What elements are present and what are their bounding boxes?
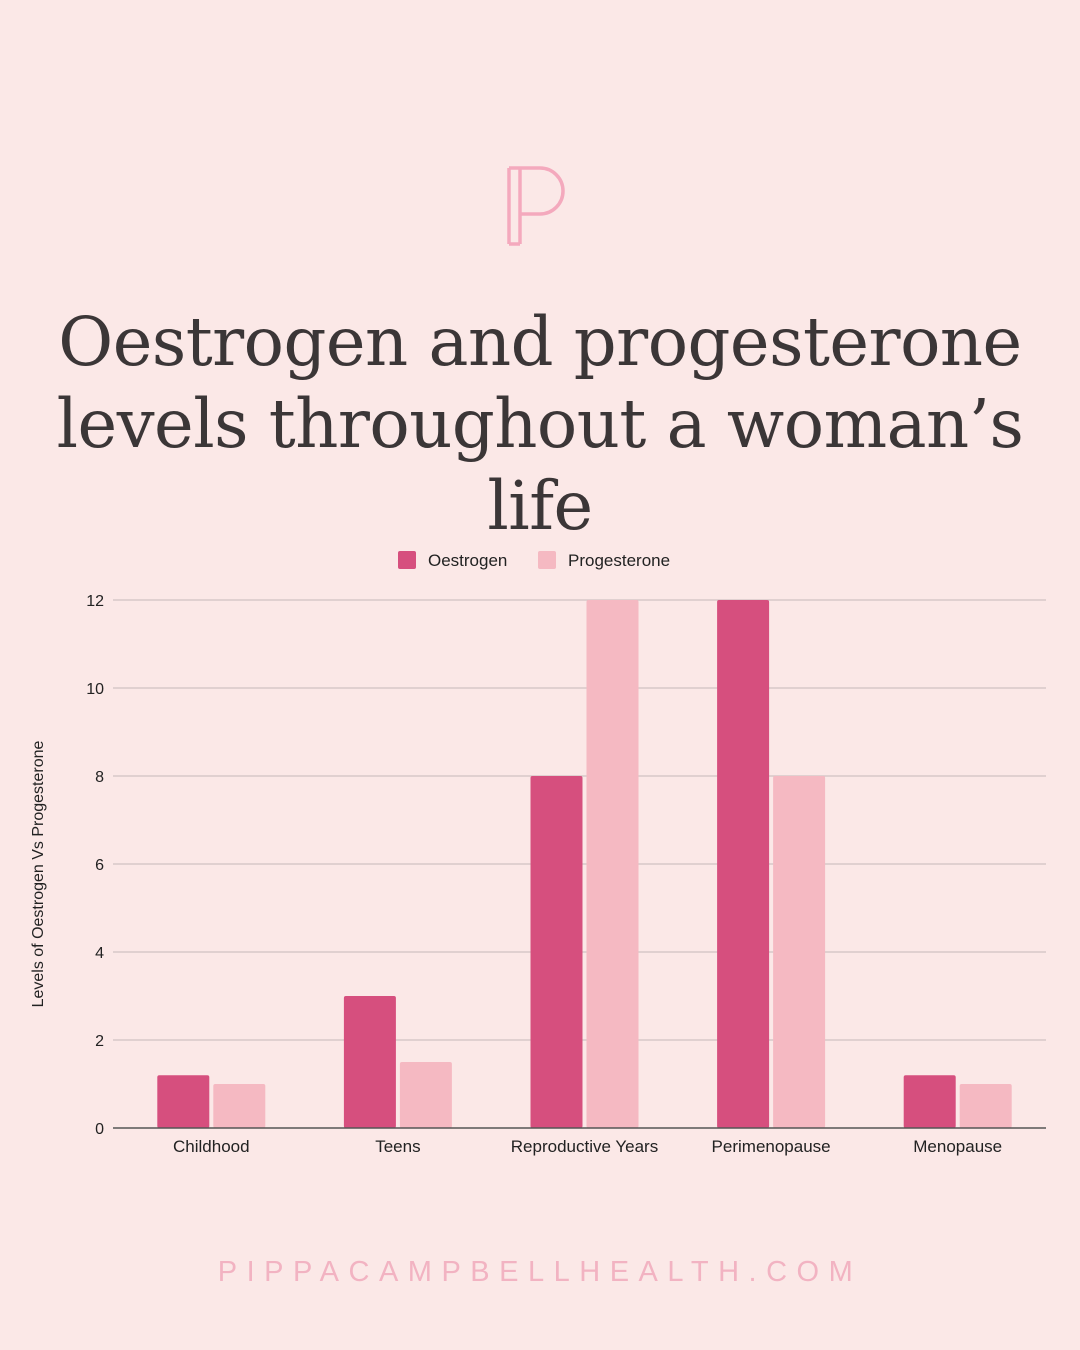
bar-progesterone-teens [399, 1062, 452, 1128]
legend-label-oestrogen: Oestrogen [428, 551, 507, 570]
y-tick-label: 10 [86, 681, 104, 698]
bar-oestrogen-perimenopause [717, 600, 770, 1128]
x-tick-label: Teens [375, 1137, 420, 1156]
y-tick-label: 0 [95, 1121, 104, 1138]
y-tick-label: 6 [95, 857, 104, 874]
bar-oestrogen-teens [343, 996, 396, 1128]
y-tick-label: 4 [95, 945, 104, 962]
x-tick-label: Menopause [913, 1137, 1002, 1156]
x-tick-label: Perimenopause [712, 1137, 831, 1156]
bar-chart: 0 2 4 6 8 10 12 Childhood Teens Reproductive Year… [30, 551, 1046, 1156]
bar-oestrogen-menopause [903, 1075, 956, 1128]
logo-p-monogram-icon [507, 166, 565, 246]
x-tick-label: Reproductive Years [511, 1137, 658, 1156]
y-tick-label: 12 [86, 593, 104, 610]
site-url: PIPPACAMPBELLHEALTH.COM [217, 1256, 863, 1288]
y-tick-label: 2 [95, 1033, 104, 1050]
bar-progesterone-reproductive-years [586, 600, 639, 1128]
page-title-line2: levels throughout a woman’s life [56, 385, 1024, 545]
legend-swatch-progesterone [538, 551, 556, 569]
y-tick-label: 8 [95, 769, 104, 786]
bar-oestrogen-reproductive-years [530, 776, 583, 1128]
legend-label-progesterone: Progesterone [568, 551, 670, 570]
page-title-line1: Oestrogen and progesterone [58, 303, 1022, 381]
x-tick-label: Childhood [173, 1137, 250, 1156]
y-axis-label: Levels of Oestrogen Vs Progesterone [30, 740, 47, 1007]
bar-progesterone-childhood [213, 1084, 266, 1128]
bar-progesterone-perimenopause [773, 776, 826, 1128]
bar-oestrogen-childhood [157, 1075, 210, 1128]
legend-swatch-oestrogen [398, 551, 416, 569]
bar-progesterone-menopause [959, 1084, 1012, 1128]
